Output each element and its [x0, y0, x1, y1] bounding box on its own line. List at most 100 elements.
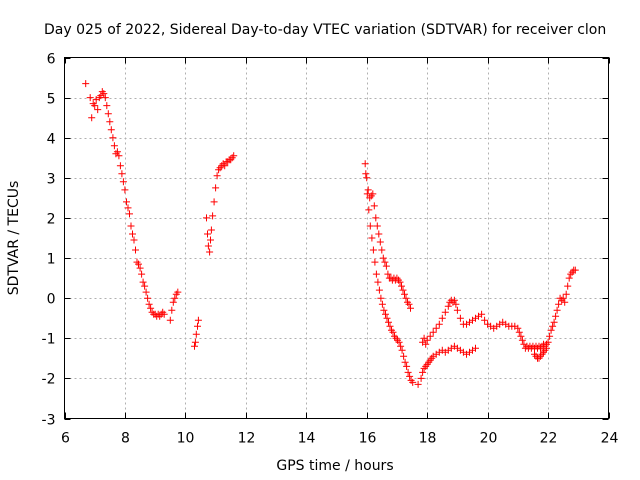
data-point [174, 288, 182, 296]
data-point [110, 142, 118, 150]
data-point [403, 362, 411, 370]
data-point [370, 202, 378, 210]
data-point [160, 310, 168, 318]
x-tick-label: 10 [177, 431, 195, 447]
data-point [405, 300, 413, 308]
y-tick-label: -1 [42, 332, 56, 348]
data-point [373, 222, 381, 230]
data-point [86, 94, 94, 102]
data-point [91, 102, 99, 110]
data-point [119, 178, 127, 186]
y-tick-label: -3 [42, 413, 56, 429]
data-point [207, 236, 214, 244]
data-point [194, 322, 201, 330]
data-point [404, 368, 412, 376]
data-point [441, 308, 449, 316]
y-tick-label: 4 [47, 132, 56, 148]
data-point [82, 80, 90, 88]
data-point [478, 310, 486, 318]
data-point [378, 246, 386, 254]
x-tick-label: 8 [121, 431, 130, 447]
data-point [417, 374, 425, 382]
data-point [453, 306, 461, 314]
data-point [203, 214, 210, 222]
data-point [206, 248, 214, 256]
chart-title: Day 025 of 2022, Sidereal Day-to-day VTE… [44, 22, 606, 38]
data-point [389, 328, 397, 336]
data-point [429, 328, 437, 336]
data-point [377, 294, 385, 302]
data-point [376, 238, 384, 246]
data-point [515, 328, 523, 336]
data-point [372, 270, 380, 278]
data-point [207, 226, 215, 234]
data-point [401, 290, 408, 298]
data-point [444, 302, 452, 310]
data-point [118, 170, 126, 178]
data-point [517, 332, 525, 340]
data-point [547, 326, 555, 334]
data-point [135, 260, 142, 268]
data-point [129, 230, 136, 238]
data-point [549, 322, 557, 330]
grid [64, 57, 609, 419]
x-tick-label: 24 [601, 431, 619, 447]
data-point [544, 338, 552, 346]
data-point [138, 270, 146, 278]
data-point [397, 342, 405, 350]
data-point [139, 278, 147, 286]
data-point [450, 296, 458, 304]
data-point [113, 148, 121, 156]
data-point [552, 312, 560, 320]
data-point [438, 314, 446, 322]
data-point [456, 314, 464, 322]
data-point [550, 318, 558, 326]
data-point [221, 162, 229, 170]
data-point [141, 282, 149, 290]
data-point [192, 330, 200, 338]
data-point [94, 106, 102, 114]
data-point [398, 346, 406, 354]
data-point [399, 286, 407, 294]
data-point [385, 318, 392, 326]
x-tick-label: 18 [419, 431, 437, 447]
data-point [543, 344, 550, 352]
data-point [191, 338, 199, 346]
data-point [426, 332, 434, 340]
data-point [372, 214, 380, 222]
data-point [472, 344, 479, 352]
data-point [204, 242, 212, 250]
data-point [212, 184, 220, 192]
y-tick-labels: -3 -2 -1 0 1 2 3 4 5 6 [42, 52, 56, 429]
data-point [546, 332, 554, 340]
data-point [106, 118, 114, 126]
data-point [126, 210, 133, 218]
y-tick-label: 5 [47, 92, 56, 108]
data-point [432, 324, 440, 332]
data-point [422, 340, 430, 348]
data-point [210, 198, 218, 206]
data-point [423, 336, 431, 344]
data-point [435, 320, 443, 328]
data-point [564, 282, 572, 290]
data-point [107, 126, 115, 134]
x-tick-labels: 6 8 10 12 14 16 18 20 22 24 [61, 431, 618, 447]
data-point [132, 246, 139, 254]
data-point [103, 102, 111, 110]
data-point [398, 282, 405, 290]
data-point [230, 152, 238, 160]
data-point [382, 310, 389, 318]
y-tick-label: 6 [47, 52, 56, 68]
y-tick-label: 1 [47, 252, 56, 268]
data-point [379, 254, 387, 262]
data-point [362, 170, 370, 178]
x-tick-label: 6 [61, 431, 70, 447]
data-point [375, 286, 383, 294]
data-point [109, 134, 117, 142]
x-tick-label: 20 [480, 431, 498, 447]
data-point [363, 174, 371, 182]
data-point [407, 304, 414, 312]
data-point [209, 212, 217, 220]
data-point [406, 372, 414, 380]
data-point [100, 90, 108, 98]
